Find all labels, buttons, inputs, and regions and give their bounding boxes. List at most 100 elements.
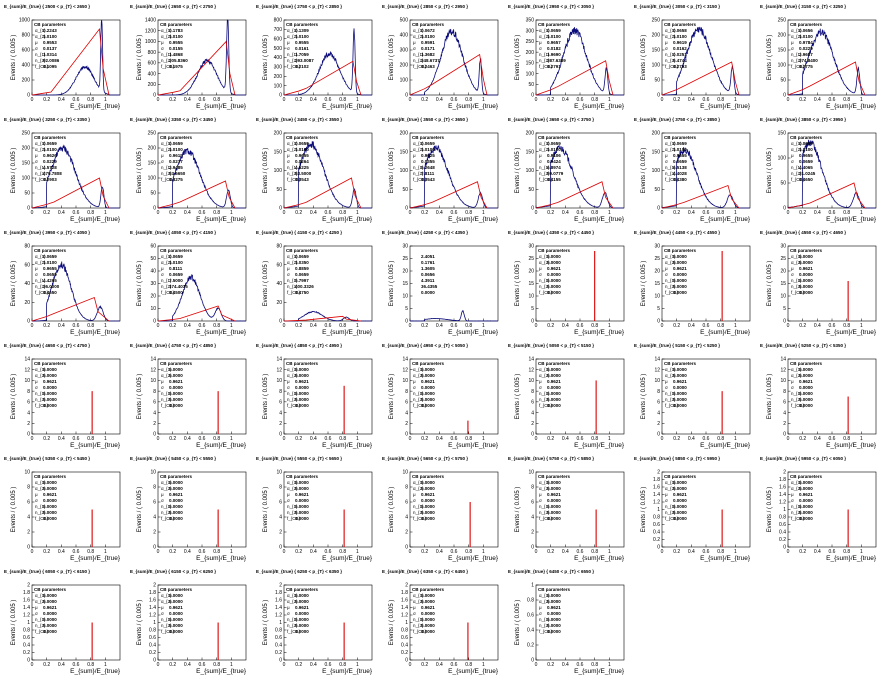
x-tick-label: 0.6 <box>829 210 836 216</box>
param-name: σ <box>161 272 164 277</box>
plot-svg: E_{sum}/E_{true} { 2500 < p_{T} < 2650 }… <box>4 4 121 110</box>
x-axis-label: E_{sum}/E_{true} <box>574 103 625 110</box>
param-value: 0.3543 <box>421 177 435 182</box>
y-tick-label: 25 <box>654 256 660 262</box>
param-value: 5.0000 <box>295 623 309 628</box>
param-name: σ <box>161 498 164 503</box>
param-value: 0.0659 <box>799 141 813 146</box>
y-tick-label: 250 <box>526 39 535 45</box>
param-value: 1.0100 <box>43 260 57 265</box>
plot-svg: E_{sum}/E_{true} { 4450 < p_{T} < 4550 }… <box>634 230 751 336</box>
param-value: 1.0100 <box>295 147 309 152</box>
plot-svg: E_{sum}/E_{true} { 3250 < p_{T} < 3350 }… <box>4 117 121 223</box>
y-tick-label: 100 <box>22 176 31 182</box>
param-value: 0.9621 <box>547 266 561 271</box>
plot-panel: E_{sum}/E_{true} { 4750 < p_{T} < 4850 }… <box>128 341 254 454</box>
y-tick-label: 0.4 <box>275 643 282 649</box>
x-tick-label: 0.2 <box>547 549 554 555</box>
param-name: σ <box>791 46 794 51</box>
param-name: σ <box>287 385 290 390</box>
y-tick-label: 2 <box>279 583 282 589</box>
param-name: α_{2} <box>791 260 802 265</box>
x-tick-label: 0 <box>31 549 34 555</box>
plot-svg: E_{sum}/E_{true} { 4950 < p_{T} < 5050 }… <box>382 343 499 449</box>
x-tick-label: 0.4 <box>436 97 443 103</box>
x-axis-label: E_{sum}/E_{true} <box>70 668 121 675</box>
param-box-title: CB parameters <box>538 474 571 479</box>
param-value: 5.0000 <box>673 367 687 372</box>
y-tick-label: 150 <box>778 131 787 137</box>
param-name: α_{2} <box>161 373 172 378</box>
param-value: 5.2648 <box>421 165 435 170</box>
y-tick-label: 2 <box>279 421 282 427</box>
plot-title: E_{sum}/E_{true} { 3150 < p_{T} < 3250 } <box>760 4 846 9</box>
y-tick-label: 4 <box>405 410 408 416</box>
param-value: 5.0000 <box>421 504 435 509</box>
y-axis-label: Events / ( 0.005 ) <box>263 261 269 307</box>
y-axis-label: Events / ( 0.005 ) <box>389 487 395 533</box>
param-value: 0.0000 <box>799 272 813 277</box>
param-value: 0.0659 <box>673 141 687 146</box>
plot-svg: E_{sum}/E_{true} { 4350 < p_{T} < 4450 }… <box>508 230 625 336</box>
plot-svg: E_{sum}/E_{true} { 3550 < p_{T} < 3650 }… <box>382 117 499 223</box>
param-name: α_{1} <box>539 28 550 33</box>
param-value: 0.0182 <box>547 46 561 51</box>
x-tick-label: 0.6 <box>577 436 584 442</box>
param-name: f_{CB} <box>539 64 553 69</box>
param-name: n_{2} <box>665 397 676 402</box>
param-box-title: CB parameters <box>538 361 571 366</box>
y-tick-label: 0 <box>783 545 786 551</box>
x-tick-label: 1 <box>860 210 863 216</box>
y-tick-label: 20 <box>150 294 156 300</box>
param-name: f_{CB} <box>287 516 301 521</box>
y-tick-label: 6 <box>783 400 786 406</box>
y-tick-label: 1.4 <box>23 605 30 611</box>
param-name: μ <box>161 379 164 384</box>
x-tick-label: 0.6 <box>577 323 584 329</box>
param-value: 5.0000 <box>421 480 435 485</box>
param-value: 0.0000 <box>295 403 309 408</box>
param-value: 5.0000 <box>169 593 183 598</box>
param-name: α_{1} <box>791 254 802 259</box>
param-value: 0.0659 <box>43 254 57 259</box>
y-tick-label: 6 <box>531 400 534 406</box>
param-name: μ <box>35 379 38 384</box>
x-tick-label: 0.6 <box>577 97 584 103</box>
param-name: f_{CB} <box>539 516 553 521</box>
plot-svg: E_{sum}/E_{true} { 2950 < p_{T} < 3050 }… <box>508 4 625 110</box>
param-name: f_{CB} <box>665 290 679 295</box>
param-name: μ <box>287 492 290 497</box>
param-value: 5.0000 <box>295 486 309 491</box>
y-tick-label: 0 <box>153 319 156 325</box>
param-name: μ <box>791 153 794 158</box>
param-value: 0.9555 <box>295 40 309 45</box>
x-tick-label: 0 <box>31 323 34 329</box>
x-tick-label: 0.2 <box>421 323 428 329</box>
x-tick-label: 0.2 <box>799 549 806 555</box>
y-axis-label: Events / ( 0.005 ) <box>515 374 521 420</box>
param-value: 2.9687 <box>799 52 813 57</box>
param-name: n_{2} <box>35 58 46 63</box>
y-tick-label: 6 <box>27 500 30 506</box>
x-tick-label: 0.4 <box>562 436 569 442</box>
y-axis-label: Events / ( 0.005 ) <box>515 487 521 533</box>
param-box-title: CB parameters <box>664 361 697 366</box>
param-name: α_{1} <box>791 141 802 146</box>
x-axis-label: E_{sum}/E_{true} <box>322 329 373 336</box>
x-tick-label: 0.8 <box>339 97 346 103</box>
y-tick-label: 0.2 <box>779 537 786 543</box>
y-tick-label: 25 <box>402 256 408 262</box>
y-tick-label: 400 <box>274 55 283 61</box>
x-tick-label: 0.6 <box>73 97 80 103</box>
y-tick-label: 1.8 <box>653 477 660 483</box>
x-tick-label: 0.4 <box>814 323 821 329</box>
x-tick-label: 0.8 <box>87 436 94 442</box>
plot-title: E_{sum}/E_{true} { 3250 < p_{T} < 3350 } <box>4 117 90 122</box>
x-axis-label: E_{sum}/E_{true} <box>574 329 625 336</box>
param-name: f_{CB} <box>161 290 175 295</box>
y-axis-label: Events / ( 0.005 ) <box>137 261 143 307</box>
param-value: 0.4500 <box>169 290 183 295</box>
param-name: α_{2} <box>791 373 802 378</box>
param-name: n_{1} <box>539 52 550 57</box>
plot-title: E_{sum}/E_{true} { 4950 < p_{T} < 5050 } <box>382 343 468 348</box>
